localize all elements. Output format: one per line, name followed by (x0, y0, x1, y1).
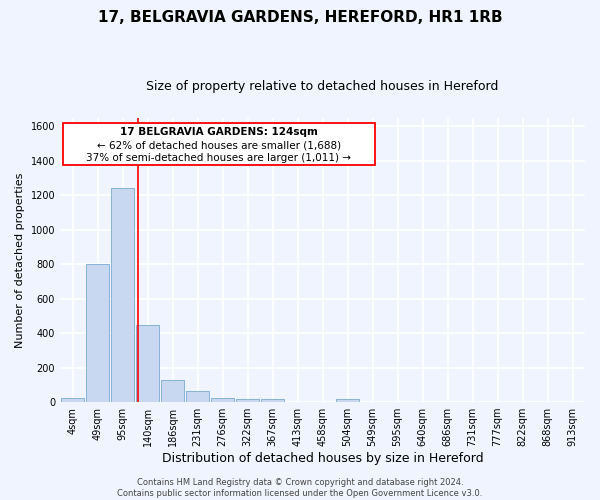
Y-axis label: Number of detached properties: Number of detached properties (15, 172, 25, 348)
FancyBboxPatch shape (62, 122, 375, 164)
Bar (186, 391, 209, 402)
Bar (261, 400, 284, 402)
Bar (211, 398, 234, 402)
Bar (136, 324, 159, 402)
Bar (86, 264, 109, 402)
Text: 17, BELGRAVIA GARDENS, HEREFORD, HR1 1RB: 17, BELGRAVIA GARDENS, HEREFORD, HR1 1RB (98, 10, 502, 25)
Bar (336, 400, 359, 402)
Text: 37% of semi-detached houses are larger (1,011) →: 37% of semi-detached houses are larger (… (86, 153, 352, 163)
Text: Contains HM Land Registry data © Crown copyright and database right 2024.
Contai: Contains HM Land Registry data © Crown c… (118, 478, 482, 498)
X-axis label: Distribution of detached houses by size in Hereford: Distribution of detached houses by size … (162, 452, 484, 465)
Bar (111, 188, 134, 402)
Text: ← 62% of detached houses are smaller (1,688): ← 62% of detached houses are smaller (1,… (97, 140, 341, 150)
Text: 17 BELGRAVIA GARDENS: 124sqm: 17 BELGRAVIA GARDENS: 124sqm (120, 127, 318, 137)
Title: Size of property relative to detached houses in Hereford: Size of property relative to detached ho… (146, 80, 499, 93)
Bar (236, 400, 259, 402)
Bar (61, 398, 84, 402)
Bar (161, 380, 184, 402)
